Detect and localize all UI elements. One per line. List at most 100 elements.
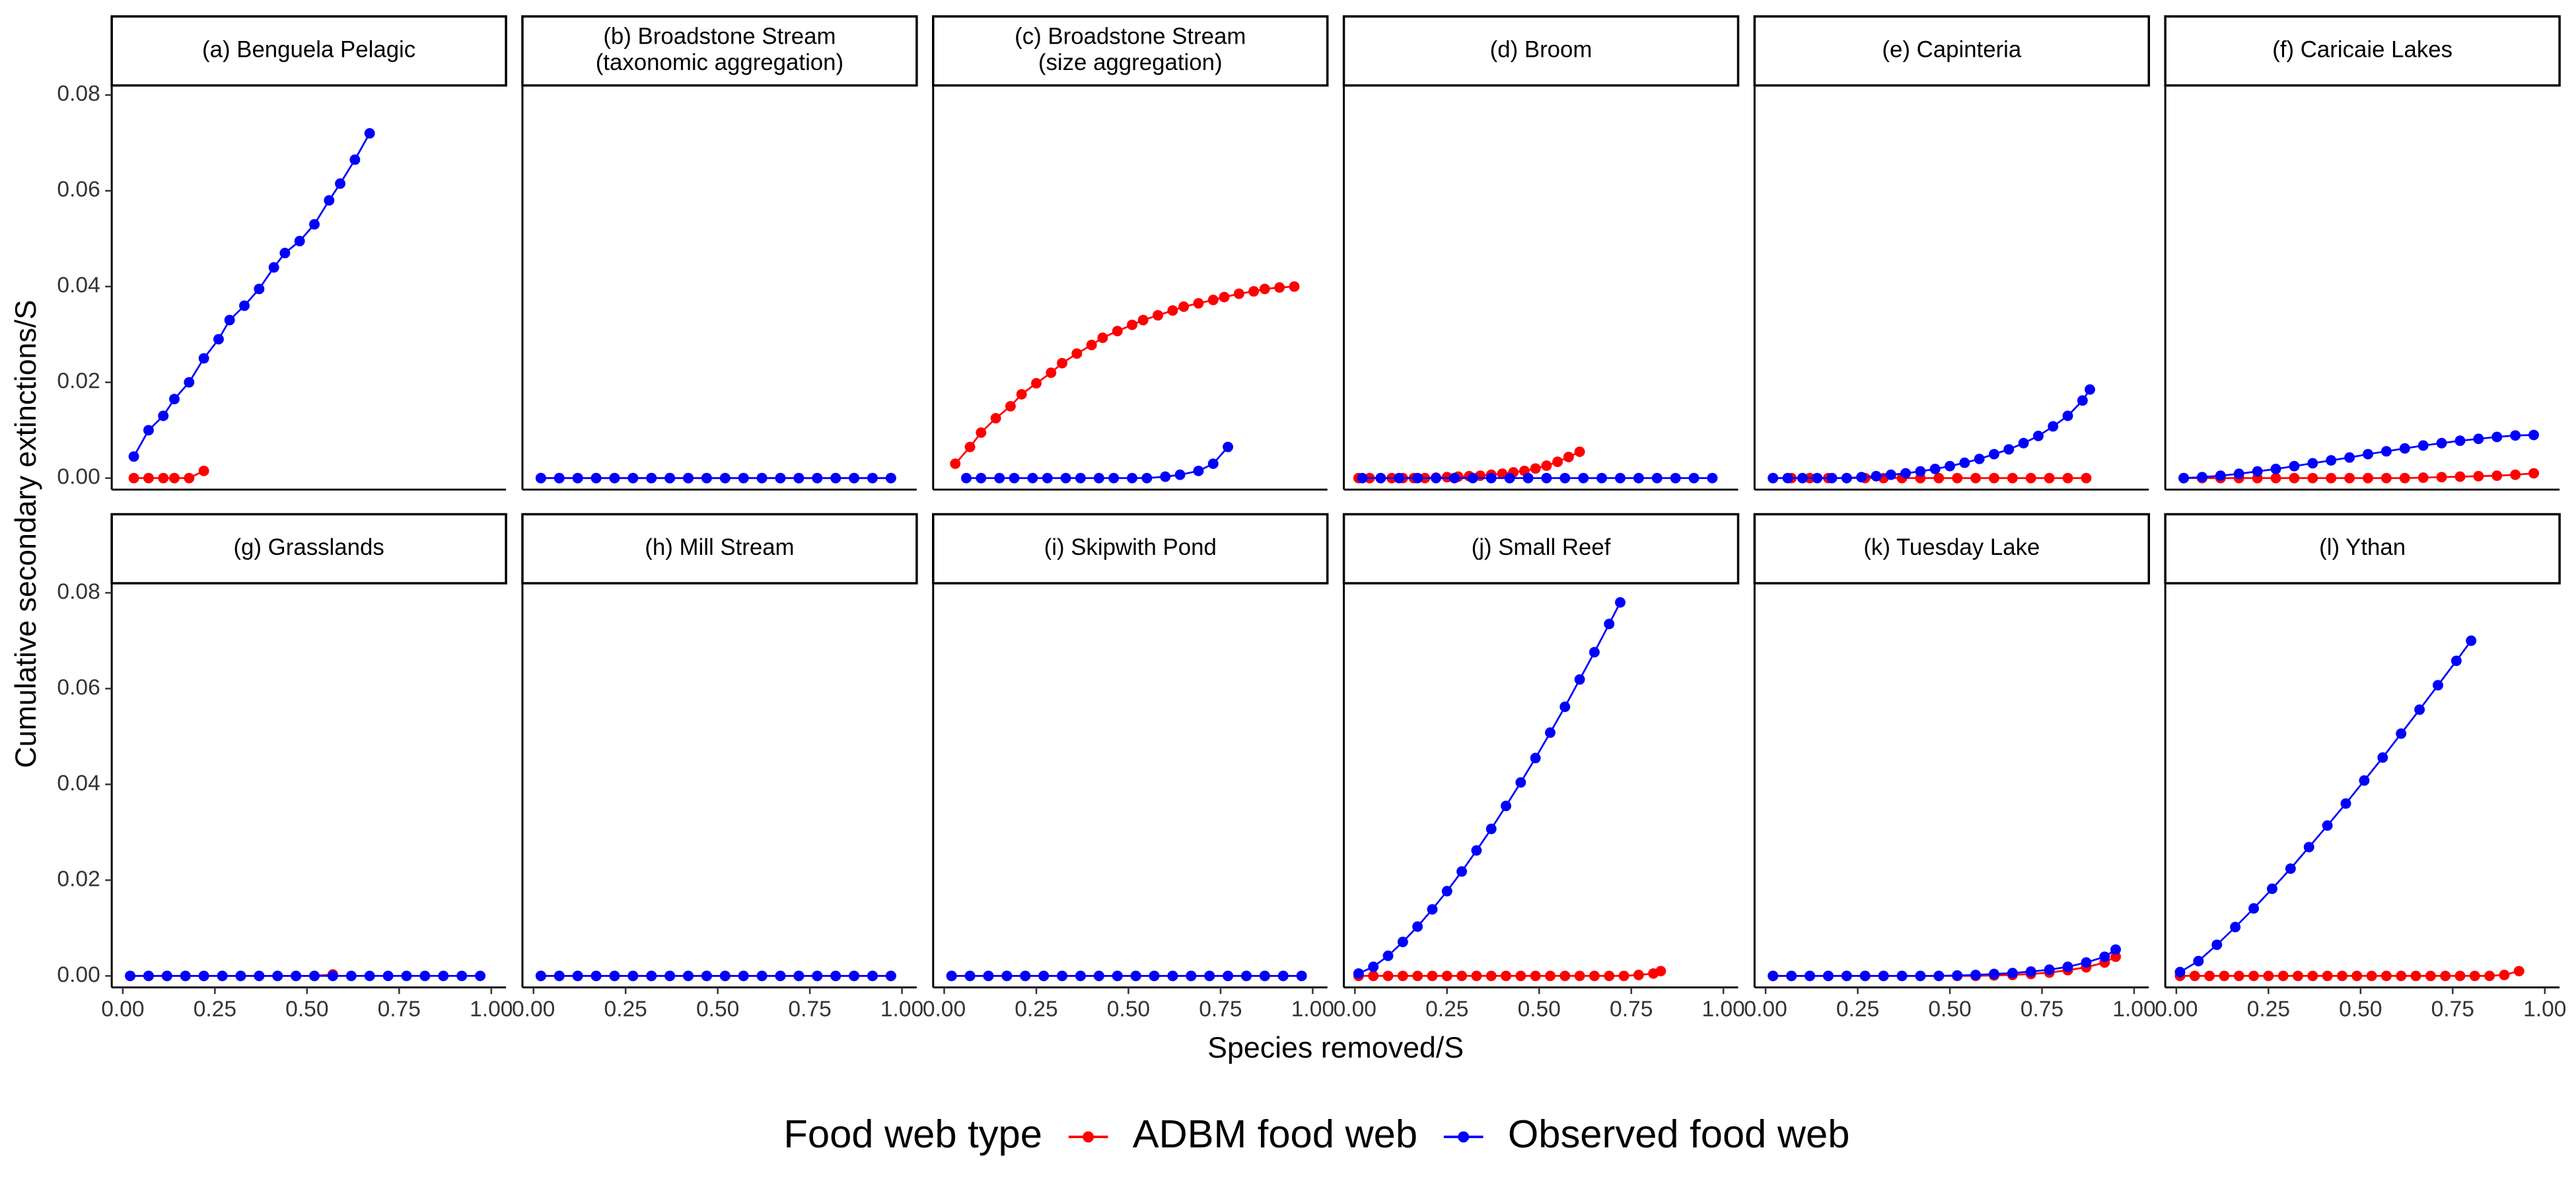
- panel-title: (k) Tuesday Lake: [1863, 534, 2040, 560]
- data-point: [2048, 421, 2059, 432]
- data-point: [128, 451, 139, 462]
- legend-label: ADBM food web: [1133, 1112, 1417, 1156]
- data-point: [1471, 970, 1482, 982]
- data-point: [2178, 472, 2190, 484]
- data-point: [1952, 970, 1963, 981]
- data-point: [646, 472, 657, 484]
- data-point: [1427, 970, 1438, 982]
- data-point: [143, 425, 154, 436]
- data-point: [1223, 441, 1234, 452]
- data-point: [2510, 469, 2521, 480]
- data-point: [2366, 970, 2377, 982]
- x-tick-label: 0.75: [788, 997, 831, 1022]
- data-point: [438, 970, 449, 982]
- data-point: [1970, 970, 1982, 980]
- data-point: [1604, 618, 1615, 630]
- data-point: [1841, 472, 1852, 484]
- y-tick-label: 0.02: [57, 369, 100, 394]
- data-point: [1929, 464, 1941, 474]
- data-point: [419, 970, 431, 982]
- data-point: [2062, 961, 2073, 972]
- x-tick-label: 0.00: [2155, 997, 2198, 1022]
- data-point: [2399, 472, 2410, 484]
- data-point: [2289, 472, 2300, 484]
- data-point: [867, 472, 878, 484]
- strip: [521, 15, 918, 87]
- data-point: [279, 248, 291, 259]
- data-point: [2436, 472, 2447, 483]
- data-point: [239, 300, 250, 311]
- data-point: [1289, 281, 1300, 292]
- data-point: [964, 970, 976, 982]
- data-point: [1841, 970, 1852, 982]
- data-point: [1127, 319, 1137, 330]
- data-point: [1412, 921, 1423, 932]
- legend-label: Observed food web: [1508, 1112, 1850, 1156]
- panel-title: (taxonomic aggregation): [596, 50, 843, 75]
- data-point: [2344, 472, 2355, 484]
- data-point: [1945, 460, 1956, 472]
- data-point: [2248, 903, 2260, 914]
- panel-title: (g) Grasslands: [233, 534, 384, 560]
- data-point: [2377, 752, 2388, 763]
- strip: [2164, 15, 2561, 87]
- data-point: [2307, 970, 2318, 982]
- data-point: [1141, 472, 1153, 484]
- data-point: [1042, 472, 1053, 484]
- x-tick-label: 0.25: [1836, 997, 1879, 1022]
- panel-title: (b) Broadstone Stream: [603, 23, 836, 49]
- data-point: [1057, 357, 1067, 369]
- data-point: [2270, 472, 2281, 484]
- data-point: [1456, 970, 1468, 982]
- data-point: [1589, 647, 1600, 658]
- data-point: [1651, 472, 1663, 484]
- data-point: [1001, 970, 1013, 982]
- data-point: [1296, 970, 1307, 982]
- x-tick-label: 0.00: [1744, 997, 1787, 1022]
- data-point: [2099, 951, 2110, 962]
- data-point: [1259, 970, 1270, 982]
- data-point: [1633, 472, 1644, 484]
- x-tick-label: 0.50: [1928, 997, 1971, 1022]
- data-point: [719, 970, 731, 982]
- data-point: [158, 472, 169, 484]
- data-point: [2340, 798, 2351, 809]
- data-point: [1016, 388, 1027, 400]
- data-point: [1933, 472, 1945, 484]
- data-point: [2025, 966, 2036, 977]
- data-point: [2189, 970, 2200, 982]
- data-point: [1097, 332, 1108, 343]
- data-point: [1382, 951, 1394, 961]
- data-point: [572, 472, 583, 484]
- data-point: [291, 970, 302, 982]
- data-point: [2044, 964, 2055, 975]
- data-point: [254, 283, 265, 295]
- data-point: [1812, 472, 1823, 484]
- data-point: [590, 970, 602, 982]
- x-tick-label: 1.00: [1702, 997, 1745, 1022]
- data-point: [1394, 472, 1405, 484]
- data-point: [976, 472, 987, 484]
- data-point: [994, 472, 1005, 484]
- data-point: [272, 970, 283, 982]
- data-point: [2263, 970, 2274, 982]
- data-point: [2193, 955, 2204, 966]
- data-point: [2267, 883, 2277, 894]
- data-point: [2062, 410, 2073, 421]
- data-point: [1167, 305, 1178, 316]
- data-point: [1530, 752, 1541, 764]
- data-point: [2513, 966, 2524, 977]
- y-tick-label: 0.06: [57, 178, 100, 202]
- data-point: [885, 970, 896, 982]
- x-tick-label: 1.00: [470, 997, 513, 1022]
- data-point: [2491, 470, 2503, 482]
- data-point: [1615, 597, 1626, 608]
- data-point: [1545, 970, 1556, 982]
- data-point: [1009, 472, 1020, 484]
- data-point: [885, 472, 896, 484]
- data-point: [169, 472, 180, 484]
- data-point: [1449, 472, 1460, 484]
- data-point: [2528, 429, 2540, 441]
- data-point: [1559, 702, 1571, 712]
- data-point: [2007, 472, 2018, 484]
